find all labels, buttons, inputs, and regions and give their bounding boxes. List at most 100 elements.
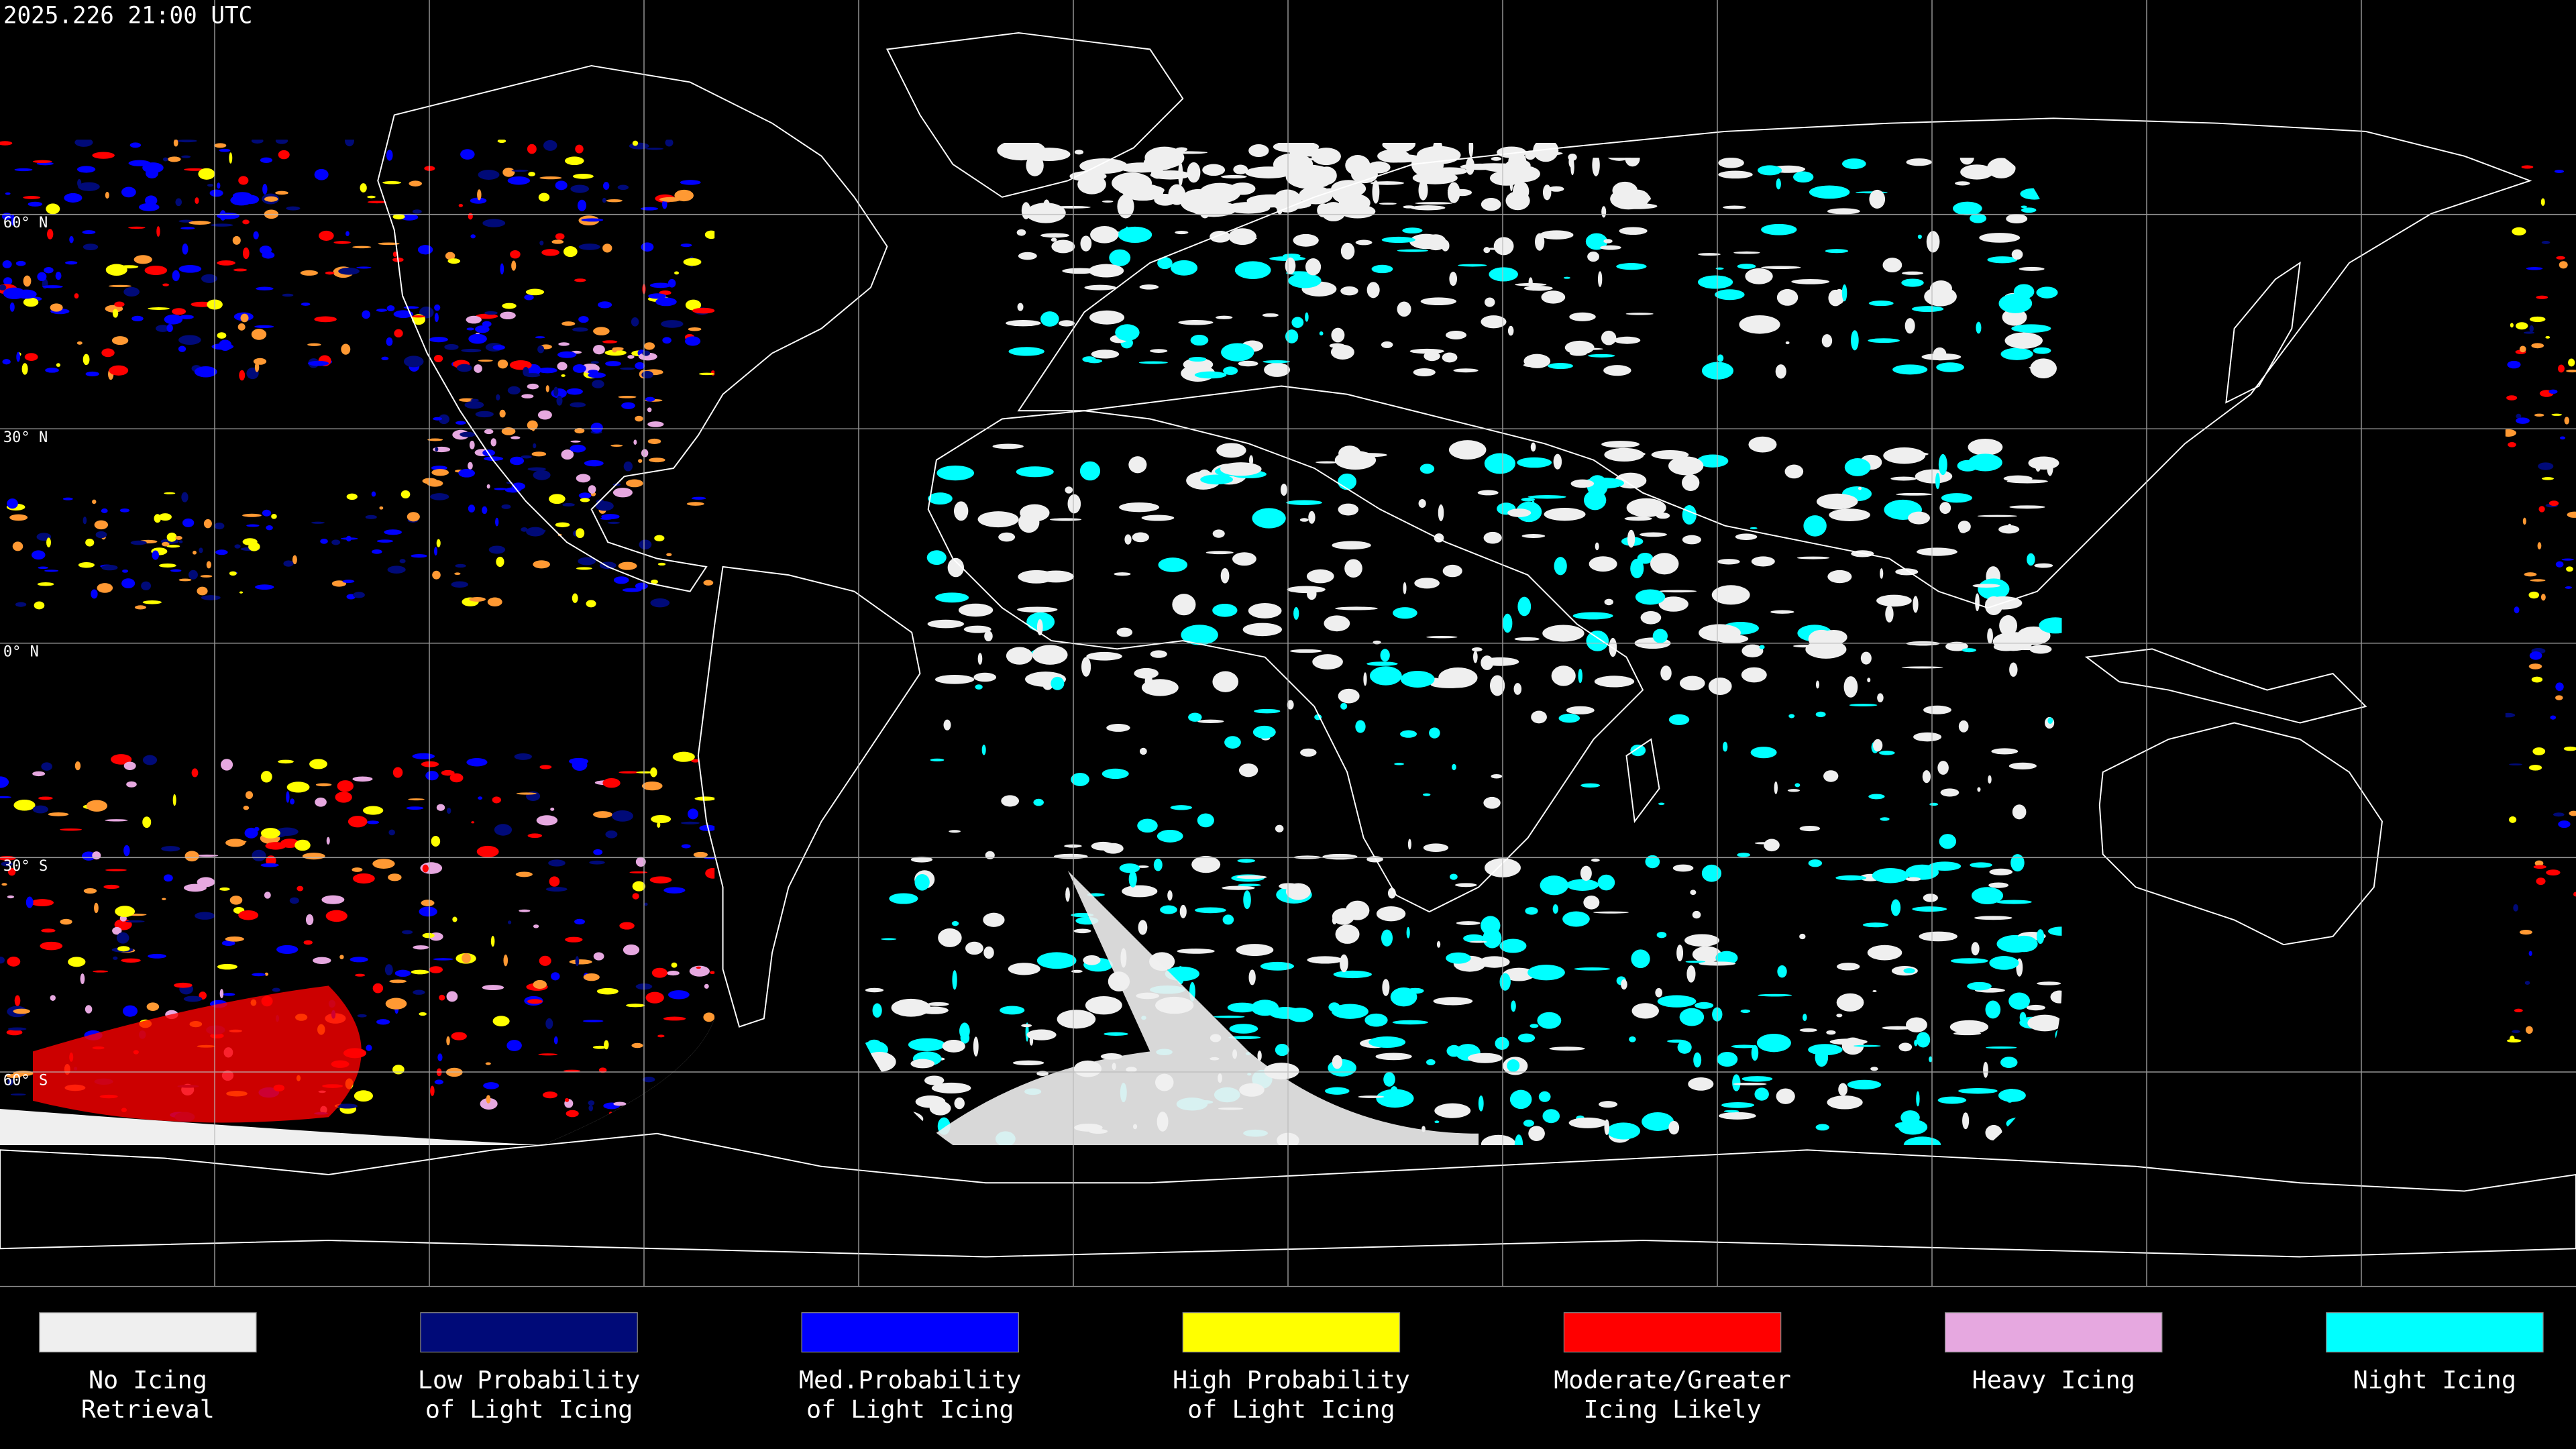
cloud-patch	[2011, 249, 2023, 260]
cloud-patch	[2039, 617, 2062, 634]
cloud-patch	[1776, 288, 1799, 306]
cloud-patch	[1558, 713, 1580, 723]
cloud-patch	[1073, 928, 1091, 934]
cloud-patch	[645, 396, 655, 402]
cloud-patch	[1919, 931, 1957, 942]
cloud-patch	[691, 496, 706, 500]
cloud-patch	[381, 356, 389, 361]
cloud-patch	[1591, 858, 1600, 862]
cloud-patch	[2506, 395, 2518, 400]
cloud-patch	[2008, 992, 2030, 1010]
cloud-patch	[32, 550, 46, 560]
cloud-patch	[486, 484, 490, 489]
cloud-patch	[657, 562, 666, 566]
cloud-patch	[509, 360, 532, 370]
cloud-patch	[1975, 593, 1980, 612]
cloud-patch	[0, 141, 13, 146]
cloud-patch	[651, 814, 672, 824]
cloud-patch	[1038, 570, 1074, 583]
cloud-patch	[1989, 868, 2013, 875]
cloud-patch	[1945, 641, 1968, 651]
cloud-patch	[158, 564, 176, 568]
cloud-patch	[1499, 973, 1511, 991]
cloud-patch	[1957, 521, 1971, 533]
cloud-patch	[1438, 504, 1444, 521]
cloud-patch	[411, 969, 429, 975]
cloud-patch	[2519, 929, 2532, 935]
cloud-patch	[2008, 762, 2037, 769]
cloud-patch	[78, 182, 100, 191]
latitude-label: 0° N	[3, 643, 39, 660]
cloud-patch	[2555, 695, 2563, 700]
cloud-patch	[548, 859, 566, 867]
cloud-patch	[2538, 462, 2554, 470]
cloud-patch	[507, 386, 521, 395]
cloud-patch	[2529, 651, 2542, 660]
cloud-patch	[527, 999, 543, 1004]
cloud-patch	[930, 758, 945, 762]
cloud-patch	[229, 571, 237, 576]
cloud-patch	[1880, 568, 1884, 579]
cloud-patch	[83, 244, 99, 251]
cloud-patch	[253, 358, 267, 365]
cloud-patch	[1381, 341, 1393, 348]
cloud-patch	[422, 864, 429, 873]
cloud-patch	[1815, 711, 1826, 718]
cloud-patch	[1138, 920, 1148, 935]
cloud-patch	[1595, 542, 1599, 551]
cloud-patch	[1911, 306, 1944, 313]
cloud-patch	[460, 431, 476, 437]
cloud-patch	[1764, 839, 1780, 852]
cloud-patch	[576, 567, 592, 570]
cloud-patch	[2510, 323, 2514, 328]
cloud-patch	[1542, 1109, 1560, 1124]
cloud-patch	[74, 293, 79, 299]
cloud-patch	[1202, 164, 1226, 176]
cloud-patch	[1091, 350, 1120, 359]
cloud-patch	[692, 307, 715, 314]
cloud-patch	[1970, 862, 1992, 868]
cloud-patch	[1372, 180, 1380, 204]
cloud-patch	[1785, 341, 1790, 345]
cloud-patch	[411, 554, 427, 558]
cloud-patch	[7, 498, 18, 509]
cloud-patch	[570, 444, 586, 453]
cloud-patch	[2524, 981, 2530, 985]
cloud-patch	[545, 887, 568, 892]
cloud-patch	[446, 1036, 450, 1046]
cloud-patch	[2545, 335, 2551, 339]
cloud-patch	[1104, 1032, 1128, 1036]
cloud-patch	[983, 912, 1005, 927]
cloud-patch	[632, 893, 639, 900]
cloud-patch	[2532, 747, 2546, 755]
cloud-patch	[543, 140, 557, 151]
cloud-patch	[977, 511, 1019, 528]
cloud-patch	[551, 972, 560, 981]
cloud-patch	[1858, 486, 1862, 490]
cloud-patch	[1332, 1055, 1343, 1069]
cloud-patch	[1212, 529, 1225, 538]
cloud-patch	[511, 260, 517, 271]
cloud-patch	[1862, 922, 1889, 928]
cloud-patch	[105, 819, 128, 822]
cloud-patch	[46, 537, 51, 547]
cloud-patch	[1601, 330, 1617, 345]
cloud-patch	[352, 873, 375, 884]
cloud-patch	[507, 176, 531, 185]
cloud-patch	[1442, 352, 1458, 363]
cloud-patch	[1285, 257, 1296, 274]
cloud-patch	[538, 193, 550, 202]
cloud-patch	[1693, 1052, 1702, 1068]
cloud-patch	[1528, 1126, 1545, 1142]
cloud-patch	[74, 140, 93, 147]
cloud-patch	[172, 270, 180, 282]
cloud-patch	[1740, 1009, 1751, 1013]
cloud-patch	[313, 957, 331, 964]
cloud-patch	[680, 821, 700, 824]
cloud-patch	[1175, 230, 1189, 235]
cloud-patch	[1803, 1014, 1807, 1022]
cloud-patch	[651, 967, 667, 978]
cloud-patch	[403, 306, 419, 309]
cloud-patch	[182, 518, 195, 527]
cloud-patch	[92, 851, 101, 860]
